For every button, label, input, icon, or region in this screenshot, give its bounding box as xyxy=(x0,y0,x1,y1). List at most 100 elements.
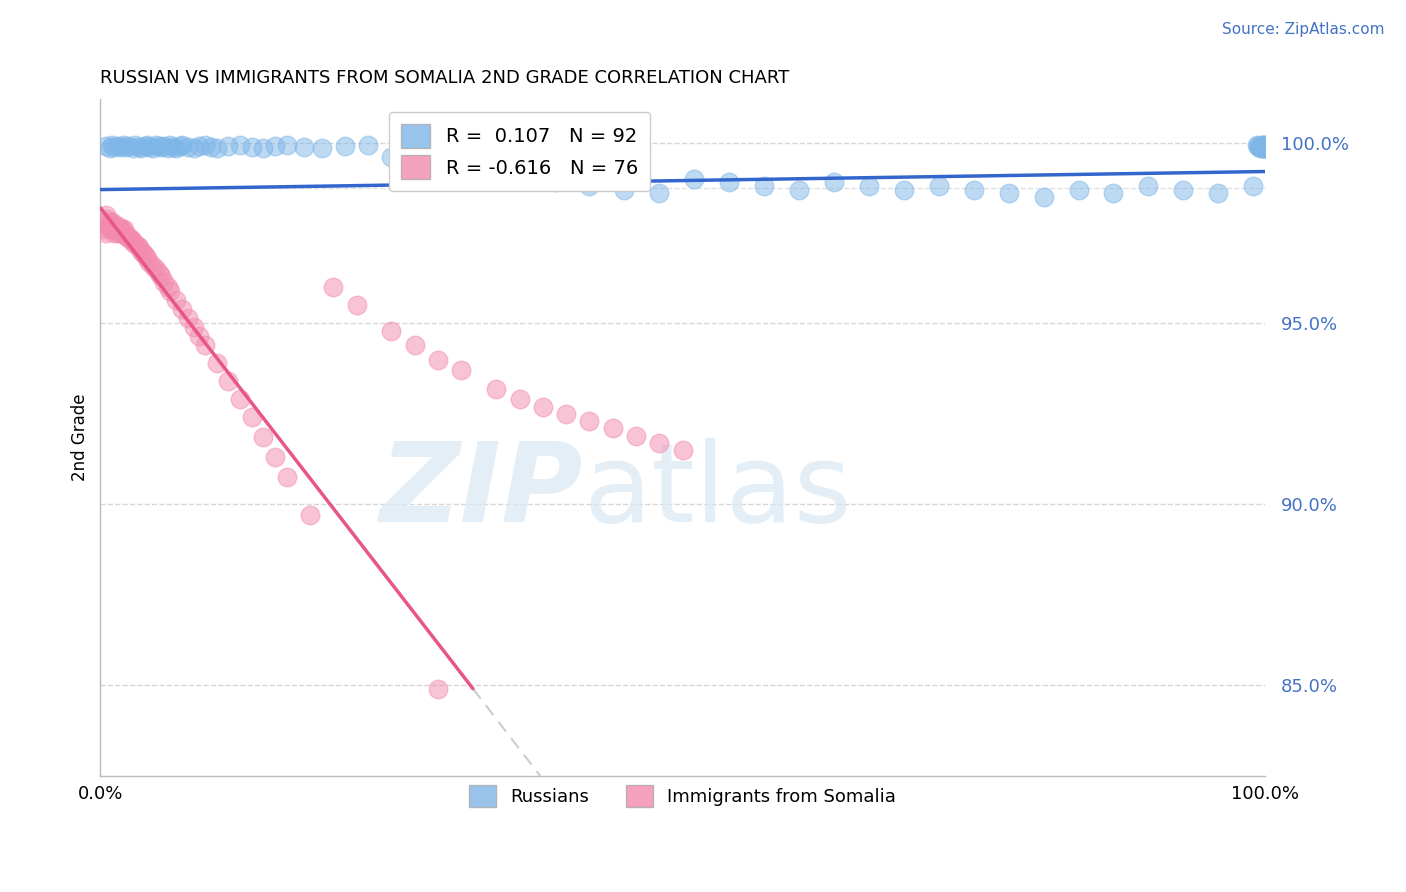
Point xyxy=(159,284,181,298)
Point xyxy=(112,138,135,153)
Point xyxy=(264,139,287,153)
Point xyxy=(156,280,179,294)
Point xyxy=(104,219,127,233)
Text: ZIP: ZIP xyxy=(380,438,583,545)
Point xyxy=(103,226,125,240)
Point xyxy=(153,275,176,289)
Point xyxy=(1253,139,1275,153)
Point xyxy=(115,227,138,242)
Point xyxy=(229,138,252,153)
Point xyxy=(1250,140,1272,154)
Point xyxy=(1173,183,1195,197)
Point xyxy=(276,138,298,153)
Point xyxy=(928,179,950,194)
Point xyxy=(136,138,159,153)
Point xyxy=(509,171,531,186)
Point xyxy=(718,175,741,189)
Point xyxy=(893,183,915,197)
Point xyxy=(555,407,578,421)
Point xyxy=(105,222,128,236)
Point xyxy=(108,222,131,236)
Point xyxy=(93,222,115,236)
Point xyxy=(111,222,134,236)
Point xyxy=(311,141,333,155)
Point xyxy=(170,301,193,316)
Point xyxy=(578,414,600,428)
Point xyxy=(509,392,531,407)
Point xyxy=(112,226,135,240)
Point xyxy=(129,244,152,258)
Point xyxy=(648,186,671,201)
Point xyxy=(276,470,298,484)
Point xyxy=(101,219,124,233)
Point xyxy=(96,226,118,240)
Point xyxy=(115,229,138,244)
Point xyxy=(96,139,118,153)
Point xyxy=(118,139,141,153)
Text: Source: ZipAtlas.com: Source: ZipAtlas.com xyxy=(1222,22,1385,37)
Point xyxy=(107,219,129,233)
Point xyxy=(98,141,121,155)
Point xyxy=(404,157,426,171)
Point xyxy=(427,352,450,367)
Point xyxy=(1067,183,1090,197)
Point xyxy=(292,140,315,154)
Point xyxy=(176,310,198,325)
Point xyxy=(322,280,344,294)
Point xyxy=(94,215,117,229)
Point xyxy=(101,222,124,236)
Point xyxy=(149,269,172,284)
Point xyxy=(188,139,211,153)
Point xyxy=(176,140,198,154)
Point xyxy=(1247,140,1270,154)
Point xyxy=(624,428,647,442)
Point xyxy=(531,400,554,414)
Point xyxy=(205,141,228,155)
Point xyxy=(194,338,217,352)
Point xyxy=(107,226,129,240)
Point xyxy=(1253,138,1275,153)
Point xyxy=(134,248,156,262)
Point xyxy=(1253,138,1275,153)
Point xyxy=(188,329,211,343)
Point xyxy=(1253,141,1275,155)
Point xyxy=(427,681,450,696)
Point xyxy=(124,236,146,251)
Point xyxy=(156,141,179,155)
Point xyxy=(101,215,124,229)
Point xyxy=(148,266,170,280)
Point xyxy=(613,183,636,197)
Point xyxy=(252,141,274,155)
Point xyxy=(1102,186,1125,201)
Point xyxy=(183,320,205,334)
Point xyxy=(97,219,120,233)
Point xyxy=(648,435,671,450)
Point xyxy=(112,222,135,236)
Point xyxy=(578,179,600,194)
Point xyxy=(1249,139,1271,153)
Point xyxy=(333,139,356,153)
Point xyxy=(165,293,187,307)
Point xyxy=(128,140,150,154)
Point xyxy=(205,356,228,370)
Point xyxy=(1253,139,1275,153)
Point xyxy=(240,410,263,425)
Point xyxy=(1206,186,1229,201)
Point xyxy=(858,179,880,194)
Point xyxy=(217,374,239,388)
Point xyxy=(103,140,125,154)
Point xyxy=(1247,139,1270,153)
Point xyxy=(1137,179,1160,194)
Point xyxy=(439,164,461,178)
Point xyxy=(1253,138,1275,153)
Point xyxy=(602,421,624,435)
Point xyxy=(1032,190,1054,204)
Point xyxy=(165,141,187,155)
Point xyxy=(98,222,121,236)
Point xyxy=(543,175,565,189)
Point xyxy=(145,138,167,153)
Point xyxy=(752,179,775,194)
Point xyxy=(252,430,274,444)
Point xyxy=(1250,138,1272,153)
Point xyxy=(127,238,149,252)
